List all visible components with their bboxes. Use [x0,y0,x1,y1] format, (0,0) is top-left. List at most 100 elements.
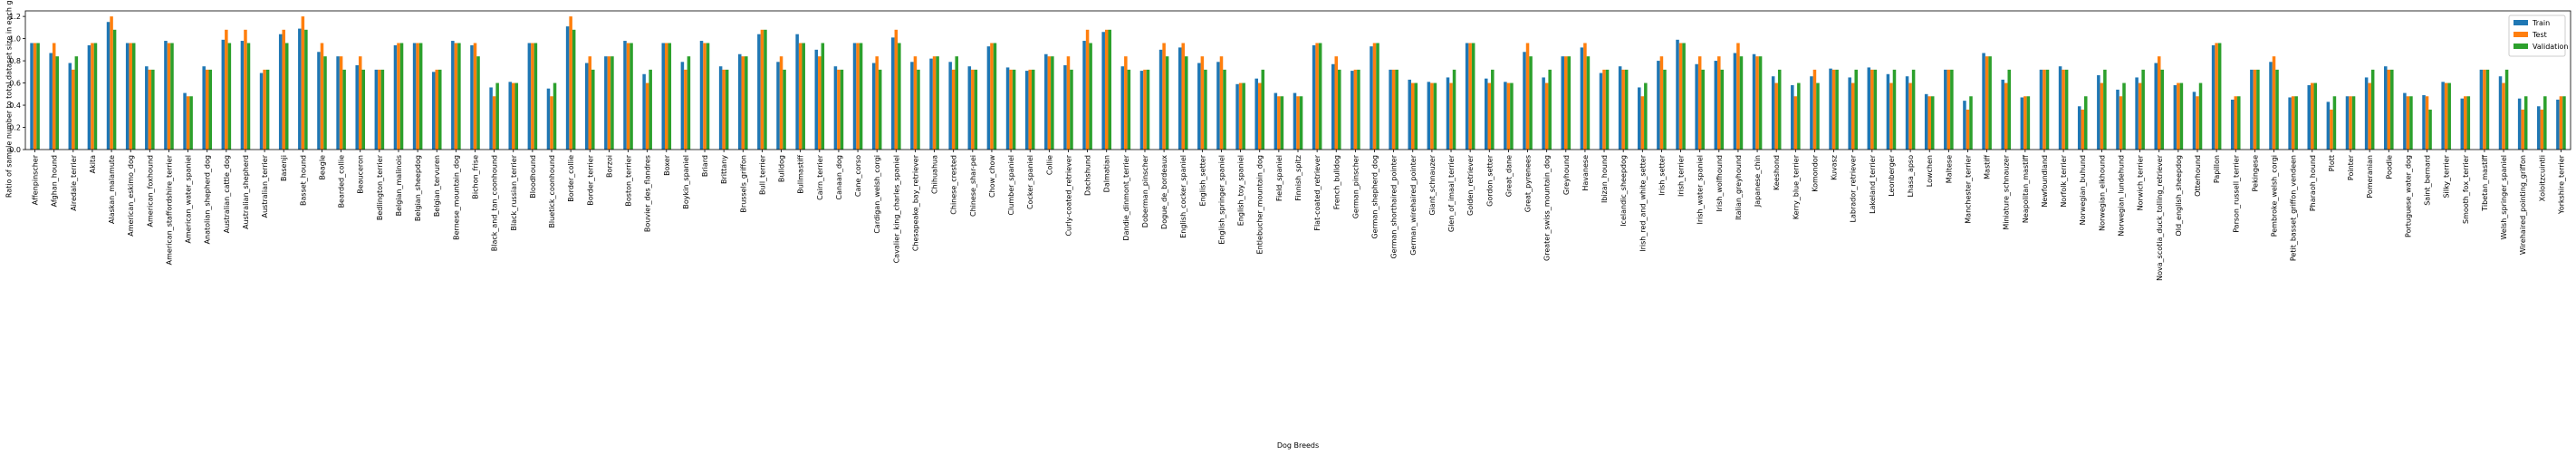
bar [569,16,572,150]
bar [1158,49,1163,150]
x-tick-label: Norwich_terrier [2137,154,2145,210]
bar [1777,69,1782,150]
bar [2007,69,2012,150]
x-tick-label: Xoloitzcuintli [2538,155,2546,201]
bar [1012,69,1016,150]
bar [2460,98,2465,150]
bar [2141,69,2145,150]
bar [948,62,952,150]
bar [205,69,209,150]
x-tick-label: Icelandic_sheepdog [1620,155,1628,227]
bar [1504,82,1507,150]
bar [1108,29,1112,150]
x-tick-label: Maltese [1945,155,1953,183]
bar [745,56,748,150]
bar [1835,69,1839,150]
bar [2026,96,2031,150]
bar [2138,82,2142,150]
bar [1338,69,1341,150]
bar [604,56,608,150]
x-tick-label: Otterhound [2194,155,2202,197]
bar [476,56,480,150]
bar [990,43,994,150]
bar [802,43,805,150]
bar [687,56,691,150]
bar [1274,92,1278,150]
bar [1197,63,1201,150]
bar [1927,96,1931,150]
bar [2330,109,2333,150]
bar [278,34,283,150]
x-tick-label: Pomeranian [2366,155,2374,198]
x-tick-label: Irish_terrier [1677,154,1686,197]
x-tick-label: English_springer_spaniel [1217,155,1226,245]
bar [1567,56,1572,150]
x-tick-label: German_wirehaired_pointer [1409,154,1418,255]
x-tick-label: Irish_wolfhound [1716,155,1724,212]
x-tick-label: Parson_russell_terrier [2232,154,2240,232]
bar [2543,96,2547,150]
bar [1525,43,1530,150]
bar [2466,96,2471,150]
bar [1755,56,1759,150]
bar [1542,77,1545,150]
bar [1468,43,1472,150]
x-tick-label: Borzoi [605,155,613,178]
x-tick-label: Komondor [1811,154,1819,191]
bar [2390,69,2394,150]
bar [1146,69,1150,150]
bar [244,29,247,150]
bar [1446,77,1450,150]
x-tick-label: Bull_terrier [758,154,766,195]
bar [1848,77,1851,150]
bar [871,63,876,150]
x-tick-label: English_toy_spaniel [1237,155,1245,226]
x-tick-label: Black_and_tan_coonhound [491,155,499,251]
bar [2351,96,2356,150]
bar [240,41,245,150]
bar [764,29,767,150]
bar [2103,69,2107,150]
bar [265,69,270,150]
bar [1988,56,1992,150]
x-tick-label: Newfoundland [2041,155,2049,208]
bar [1277,96,1281,150]
bar [1334,56,1339,150]
bar [2498,76,2503,150]
bar [833,66,838,150]
bar [2384,66,2388,150]
x-tick-label: Akita [89,155,97,173]
x-tick-label: Gordon_setter [1485,154,1494,207]
bar [993,43,997,150]
bar [125,43,130,150]
x-tick-label: Bouvier_des_flandres [644,155,652,232]
bar [910,62,914,150]
bar [1663,69,1667,150]
x-tick-label: Chinese_shar-pei [969,155,977,217]
y-tick-label: 0.0 [9,146,21,154]
bar [1963,101,1966,150]
bar [284,43,289,150]
bar [2039,69,2043,150]
x-tick-label: Cocker_spaniel [1026,155,1034,209]
bar [416,43,419,150]
y-tick-label: 0.4 [9,102,21,110]
x-tick-label: Lakeland_terrier [1869,154,1877,214]
bar [393,44,398,150]
bar [2502,82,2505,150]
bar [610,56,614,150]
x-tick-label: Cardigan_welsh_corgi [873,155,881,234]
bar [2043,69,2046,150]
x-tick-label: Bichon_frise [472,155,480,199]
bar [2198,82,2203,150]
bar [1816,82,1820,150]
bar [1357,69,1360,150]
bar [1127,69,1131,150]
bar [718,66,723,150]
bar [361,69,366,150]
bar [2135,77,2139,150]
bar [1465,43,1469,150]
x-tick-label: Bluetick_coonhound [548,155,556,228]
bar [814,49,819,150]
bar [2559,96,2563,150]
